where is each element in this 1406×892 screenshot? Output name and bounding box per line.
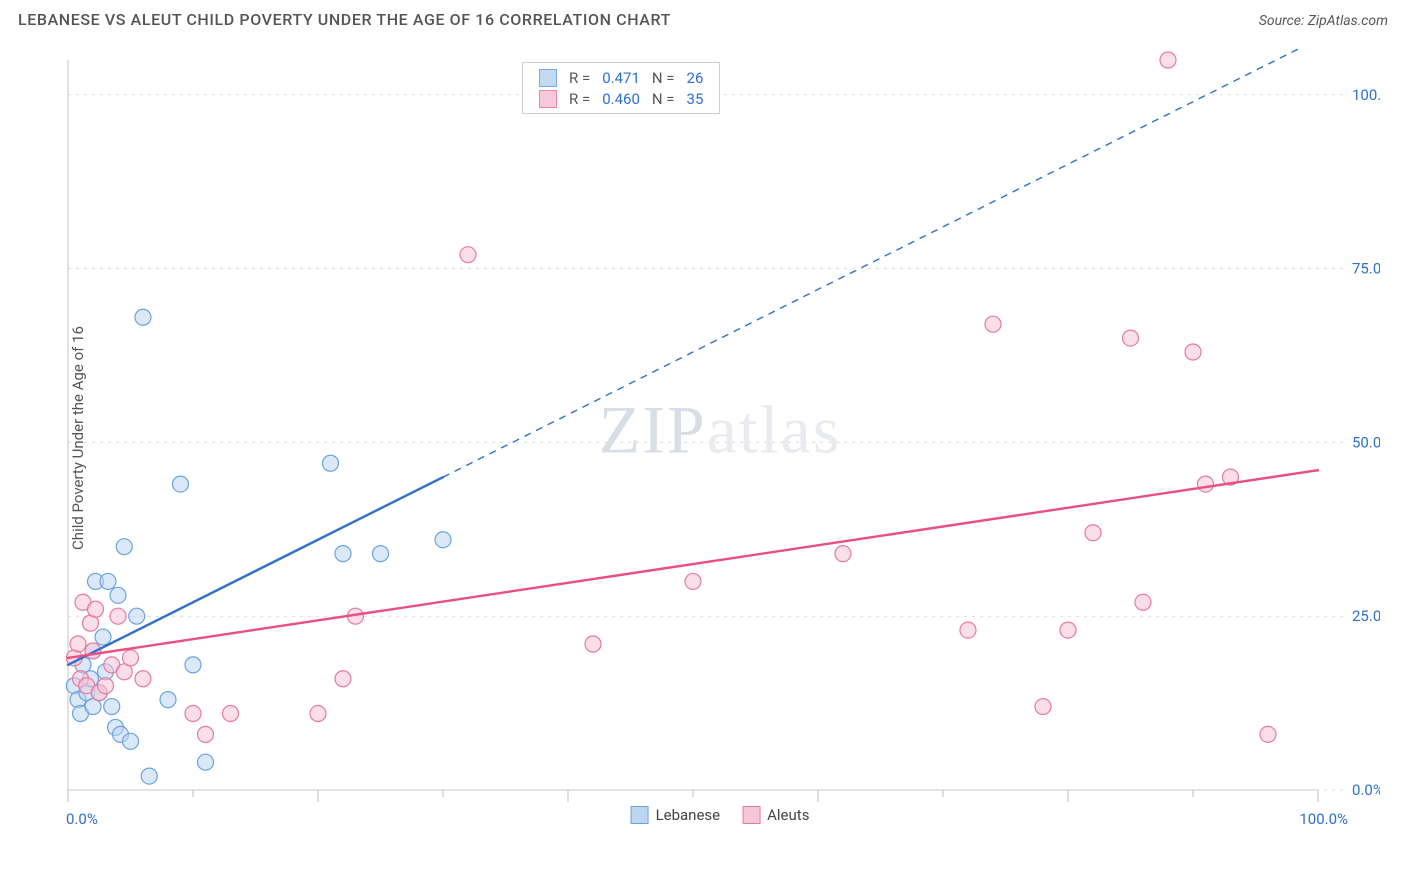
x-right-label: 100.0% (1299, 810, 1348, 828)
series-legend-item: Aleuts (742, 806, 809, 824)
data-point (110, 608, 126, 624)
y-tick-label: 0.0% (1352, 781, 1380, 799)
data-point (335, 671, 351, 687)
data-point (129, 608, 145, 624)
legend-swatch (539, 90, 557, 108)
data-point (460, 247, 476, 263)
data-point (198, 754, 214, 770)
chart-area: Child Poverty Under the Age of 16 ZIPatl… (60, 48, 1380, 828)
data-point (95, 629, 111, 645)
data-point (173, 476, 189, 492)
data-point (116, 539, 132, 555)
data-point (123, 650, 139, 666)
x-left-label: 0.0% (66, 810, 98, 828)
data-point (123, 733, 139, 749)
data-point (160, 692, 176, 708)
data-point (1060, 622, 1076, 638)
r-value: 0.460 (596, 88, 646, 109)
data-point (88, 601, 104, 617)
series-name: Aleuts (767, 806, 809, 824)
r-label: R = (563, 67, 596, 88)
data-point (960, 622, 976, 638)
data-point (585, 636, 601, 652)
legend-swatch (742, 806, 760, 824)
data-point (985, 316, 1001, 332)
trend-line (68, 470, 1318, 658)
data-point (435, 532, 451, 548)
n-label: N = (646, 67, 681, 88)
data-point (335, 546, 351, 562)
data-point (685, 573, 701, 589)
data-point (373, 546, 389, 562)
y-tick-label: 75.0% (1352, 260, 1380, 278)
chart-title: LEBANESE VS ALEUT CHILD POVERTY UNDER TH… (18, 10, 671, 29)
legend-row: R =0.460N =35 (533, 88, 709, 109)
series-name: Lebanese (656, 806, 721, 824)
data-point (1185, 344, 1201, 360)
data-point (141, 768, 157, 784)
data-point (1160, 52, 1176, 68)
y-axis-label: Child Poverty Under the Age of 16 (69, 326, 87, 550)
data-point (98, 678, 114, 694)
legend-swatch (631, 806, 649, 824)
data-point (198, 726, 214, 742)
data-point (835, 546, 851, 562)
data-point (323, 455, 339, 471)
y-tick-label: 50.0% (1352, 433, 1380, 451)
data-point (1123, 330, 1139, 346)
data-point (70, 636, 86, 652)
legend-row: R =0.471N =26 (533, 67, 709, 88)
series-legend-item: Lebanese (631, 806, 721, 824)
data-point (100, 573, 116, 589)
data-point (110, 587, 126, 603)
data-point (185, 657, 201, 673)
series-legend: Lebanese Aleuts (631, 806, 810, 824)
scatter-chart: 0.0%25.0%50.0%75.0%100.0%0.0%100.0% (60, 48, 1380, 828)
n-value: 35 (681, 88, 710, 109)
data-point (1035, 699, 1051, 715)
data-point (85, 643, 101, 659)
source-label: Source: ZipAtlas.com (1259, 13, 1388, 29)
data-point (135, 309, 151, 325)
data-point (310, 706, 326, 722)
y-tick-label: 25.0% (1352, 607, 1380, 625)
data-point (1260, 726, 1276, 742)
legend-swatch (539, 69, 557, 87)
n-label: N = (646, 88, 681, 109)
data-point (1198, 476, 1214, 492)
data-point (1135, 594, 1151, 610)
data-point (135, 671, 151, 687)
n-value: 26 (681, 67, 710, 88)
r-label: R = (563, 88, 596, 109)
data-point (185, 706, 201, 722)
data-point (1085, 525, 1101, 541)
correlation-legend: R =0.471N =26R =0.460N =35 (522, 62, 720, 114)
data-point (104, 699, 120, 715)
trend-line (68, 477, 443, 665)
y-tick-label: 100.0% (1352, 86, 1380, 104)
data-point (223, 706, 239, 722)
r-value: 0.471 (596, 67, 646, 88)
